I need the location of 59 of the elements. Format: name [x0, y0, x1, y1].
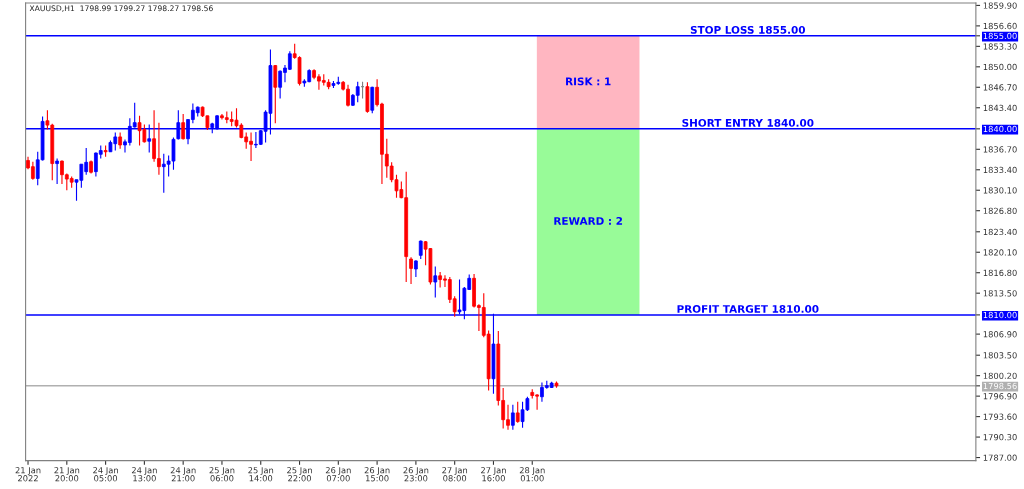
x-tick-label: 21 Jan 20:00	[54, 467, 80, 482]
candlestick	[181, 113, 186, 140]
y-tick-label: 1793.60	[983, 413, 1017, 420]
y-tick-label: 1803.50	[983, 352, 1017, 359]
candlestick	[278, 69, 283, 99]
candlestick	[273, 64, 278, 124]
candlestick	[287, 50, 292, 71]
candlestick	[438, 271, 443, 289]
x-tick-label: 26 Jan 23:00	[403, 467, 429, 482]
y-tick-label: 1796.90	[983, 393, 1017, 400]
candlestick	[418, 239, 423, 260]
band-label: REWARD : 2	[554, 217, 623, 225]
y-tick-label: 1826.80	[983, 207, 1017, 214]
ref-line-label: PROFIT TARGET 1810.00	[677, 304, 819, 313]
y-tick-label: 1859.90	[983, 2, 1017, 9]
y-tick-label: 1800.20	[983, 372, 1017, 379]
y-tick-label: 1810.00	[983, 311, 1017, 319]
x-tick-label: 24 Jan 13:00	[131, 467, 157, 482]
candlestick	[433, 265, 438, 299]
y-tick-label: 1855.00	[983, 32, 1017, 40]
y-tick-label: 1823.40	[983, 228, 1017, 236]
y-tick-label: 1790.30	[983, 434, 1017, 441]
y-tick-label: 1816.80	[983, 269, 1017, 276]
y-tick-label: 1820.10	[983, 249, 1017, 256]
candlestick	[370, 86, 375, 114]
candlestick	[137, 115, 142, 147]
x-tick-label: 25 Jan 06:00	[209, 467, 235, 482]
y-tick-label: 1843.40	[983, 104, 1017, 112]
y-tick-label: 1813.50	[983, 290, 1017, 297]
x-tick-label: 21 Jan 2022	[15, 467, 41, 482]
x-tick-label: 24 Jan 21:00	[170, 467, 196, 482]
y-tick-label: 1856.60	[983, 22, 1017, 30]
y-tick-label: 1833.40	[983, 166, 1017, 174]
x-tick-label: 28 Jan 01:00	[519, 467, 545, 482]
candlestick	[55, 158, 59, 185]
ref-line-label: SHORT ENTRY 1840.00	[682, 118, 814, 127]
candlestick	[510, 404, 515, 431]
y-tick-label: 1798.56	[983, 382, 1017, 390]
y-tick-label: 1850.00	[983, 63, 1017, 71]
y-tick-label: 1787.00	[983, 454, 1017, 461]
x-tick-label: 26 Jan 07:00	[325, 467, 351, 482]
x-tick-label: 27 Jan 08:00	[442, 467, 468, 482]
x-tick-label: 27 Jan 16:00	[481, 467, 506, 482]
band-label: RISK : 1	[566, 77, 611, 86]
candlestick	[409, 256, 413, 285]
y-tick-label: 1853.30	[983, 43, 1017, 50]
ref-line-label: STOP LOSS 1855.00	[690, 25, 806, 34]
y-tick-label: 1846.70	[983, 84, 1017, 91]
candlestick	[515, 401, 520, 424]
y-tick-label: 1840.00	[983, 125, 1017, 133]
y-tick-label: 1836.70	[983, 146, 1017, 153]
x-tick-label: 24 Jan 05:00	[93, 467, 118, 482]
y-tick-label: 1806.90	[983, 331, 1017, 338]
candlestick	[355, 81, 360, 103]
y-tick-label: 1830.10	[983, 187, 1017, 194]
x-tick-label: 26 Jan 15:00	[364, 467, 390, 482]
x-tick-label: 25 Jan 22:00	[287, 467, 312, 482]
candlestick	[171, 136, 176, 171]
x-tick-label: 25 Jan 14:00	[248, 467, 274, 482]
